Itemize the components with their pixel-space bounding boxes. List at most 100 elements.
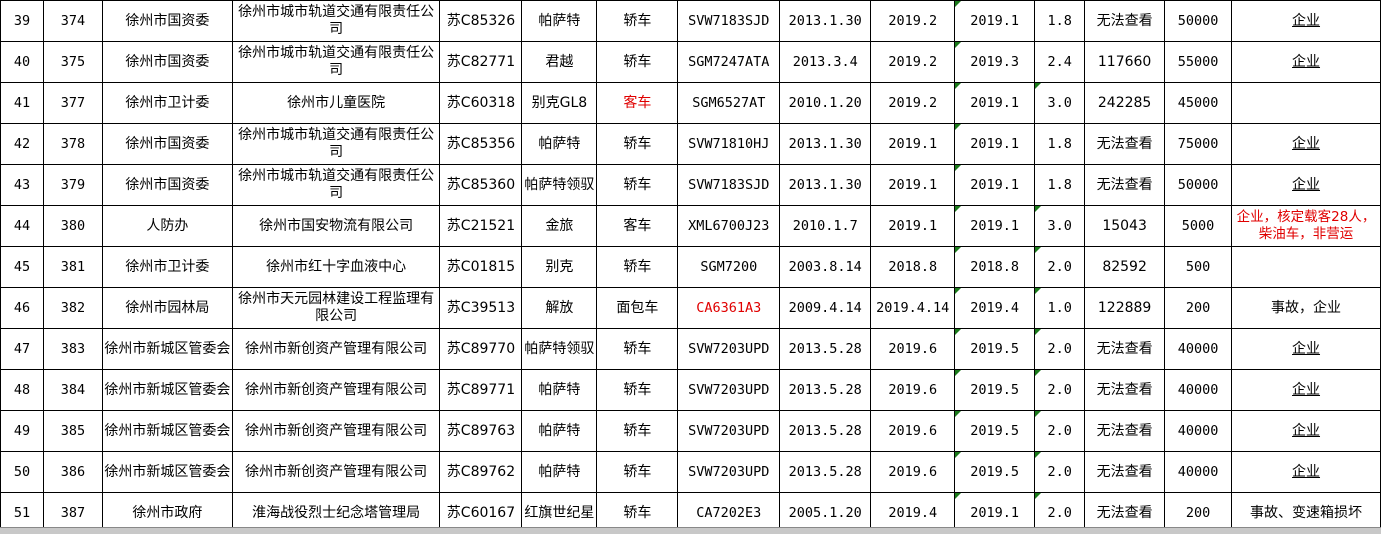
cell-price[interactable]: 500 [1164,246,1233,288]
cell-plate[interactable]: 苏C85360 [439,164,523,206]
cell-d1[interactable]: 2019.6 [870,328,956,370]
cell-reg[interactable]: 2003.8.14 [779,246,872,288]
cell-disp[interactable]: 3.0 [1034,205,1086,247]
cell-brand[interactable]: 金旅 [521,205,598,247]
cell-plate[interactable]: 苏C01815 [439,246,523,288]
cell-km[interactable]: 122889 [1084,287,1166,329]
cell-reg[interactable]: 2013.5.28 [779,410,872,452]
cell-d1[interactable]: 2019.4.14 [870,287,956,329]
cell-price[interactable]: 50000 [1164,164,1233,206]
cell-no[interactable]: 377 [42,82,103,124]
cell-km[interactable]: 82592 [1084,246,1166,288]
cell-disp[interactable]: 2.0 [1034,328,1086,370]
cell-brand[interactable]: 帕萨特 [521,369,598,411]
cell-unit[interactable]: 徐州市新创资产管理有限公司 [231,451,441,493]
cell-type[interactable]: 轿车 [596,451,679,493]
cell-price[interactable]: 40000 [1164,328,1233,370]
cell-reg[interactable]: 2013.5.28 [779,369,872,411]
cell-km[interactable]: 无法查看 [1084,0,1166,42]
cell-unit[interactable]: 徐州市天元园林建设工程监理有限公司 [231,287,441,329]
cell-type[interactable]: 轿车 [596,164,679,206]
cell-reg[interactable]: 2010.1.20 [779,82,872,124]
cell-no[interactable]: 383 [42,328,103,370]
cell-seq[interactable]: 50 [0,451,44,493]
cell-d1[interactable]: 2019.6 [870,451,956,493]
cell-remark[interactable]: 企业 [1231,123,1381,165]
cell-km[interactable]: 242285 [1084,82,1166,124]
cell-d2[interactable]: 2019.1 [954,164,1036,206]
cell-price[interactable]: 75000 [1164,123,1233,165]
cell-dept[interactable]: 徐州市国资委 [101,123,233,165]
cell-d1[interactable]: 2019.1 [870,123,956,165]
cell-model[interactable]: SGM7247ATA [677,41,781,83]
cell-remark[interactable]: 企业 [1231,410,1381,452]
cell-model[interactable]: SGM7200 [677,246,781,288]
cell-brand[interactable]: 别克GL8 [521,82,598,124]
cell-model[interactable]: CA6361A3 [677,287,781,329]
cell-remark[interactable]: 事故，企业 [1231,287,1381,329]
cell-brand[interactable]: 君越 [521,41,598,83]
cell-disp[interactable]: 2.0 [1034,369,1086,411]
cell-type[interactable]: 客车 [596,205,679,247]
cell-dept[interactable]: 徐州市新城区管委会 [101,328,233,370]
cell-d2[interactable]: 2019.1 [954,205,1036,247]
cell-unit[interactable]: 徐州市城市轨道交通有限责任公司 [231,164,441,206]
cell-model[interactable]: XML6700J23 [677,205,781,247]
cell-d2[interactable]: 2019.1 [954,123,1036,165]
cell-unit[interactable]: 徐州市新创资产管理有限公司 [231,328,441,370]
cell-reg[interactable]: 2010.1.7 [779,205,872,247]
cell-no[interactable]: 384 [42,369,103,411]
cell-seq[interactable]: 47 [0,328,44,370]
cell-unit[interactable]: 徐州市城市轨道交通有限责任公司 [231,123,441,165]
cell-brand[interactable]: 别克 [521,246,598,288]
cell-price[interactable]: 40000 [1164,369,1233,411]
cell-unit[interactable]: 徐州市国安物流有限公司 [231,205,441,247]
cell-model[interactable]: SVW7203UPD [677,410,781,452]
cell-disp[interactable]: 2.4 [1034,41,1086,83]
cell-price[interactable]: 50000 [1164,0,1233,42]
cell-d1[interactable]: 2019.1 [870,205,956,247]
cell-km[interactable]: 无法查看 [1084,123,1166,165]
cell-price[interactable]: 40000 [1164,451,1233,493]
cell-disp[interactable]: 1.8 [1034,164,1086,206]
cell-type[interactable]: 轿车 [596,369,679,411]
cell-seq[interactable]: 42 [0,123,44,165]
cell-d1[interactable]: 2019.6 [870,369,956,411]
cell-seq[interactable]: 44 [0,205,44,247]
cell-d2[interactable]: 2019.1 [954,0,1036,42]
cell-d2[interactable]: 2019.1 [954,82,1036,124]
cell-dept[interactable]: 徐州市新城区管委会 [101,451,233,493]
cell-no[interactable]: 386 [42,451,103,493]
cell-d1[interactable]: 2018.8 [870,246,956,288]
cell-brand[interactable]: 帕萨特 [521,0,598,42]
cell-model[interactable]: SVW71810HJ [677,123,781,165]
cell-price[interactable]: 40000 [1164,410,1233,452]
cell-unit[interactable]: 徐州市红十字血液中心 [231,246,441,288]
cell-d1[interactable]: 2019.2 [870,82,956,124]
cell-no[interactable]: 374 [42,0,103,42]
cell-price[interactable]: 45000 [1164,82,1233,124]
cell-no[interactable]: 381 [42,246,103,288]
cell-seq[interactable]: 48 [0,369,44,411]
cell-plate[interactable]: 苏C89770 [439,328,523,370]
sheet-tabs-bar[interactable] [0,527,1381,534]
cell-price[interactable]: 55000 [1164,41,1233,83]
cell-no[interactable]: 378 [42,123,103,165]
cell-type[interactable]: 轿车 [596,41,679,83]
cell-model[interactable]: SVW7203UPD [677,328,781,370]
cell-dept[interactable]: 徐州市国资委 [101,0,233,42]
cell-d2[interactable]: 2019.4 [954,287,1036,329]
cell-remark[interactable]: 企业 [1231,369,1381,411]
cell-type[interactable]: 轿车 [596,123,679,165]
cell-reg[interactable]: 2013.5.28 [779,328,872,370]
cell-km[interactable]: 无法查看 [1084,164,1166,206]
cell-disp[interactable]: 1.8 [1034,0,1086,42]
cell-km[interactable]: 无法查看 [1084,369,1166,411]
cell-km[interactable]: 无法查看 [1084,451,1166,493]
cell-dept[interactable]: 人防办 [101,205,233,247]
cell-remark[interactable]: 企业 [1231,41,1381,83]
cell-km[interactable]: 无法查看 [1084,328,1166,370]
cell-unit[interactable]: 徐州市城市轨道交通有限责任公司 [231,41,441,83]
cell-model[interactable]: SVW7203UPD [677,369,781,411]
cell-seq[interactable]: 40 [0,41,44,83]
